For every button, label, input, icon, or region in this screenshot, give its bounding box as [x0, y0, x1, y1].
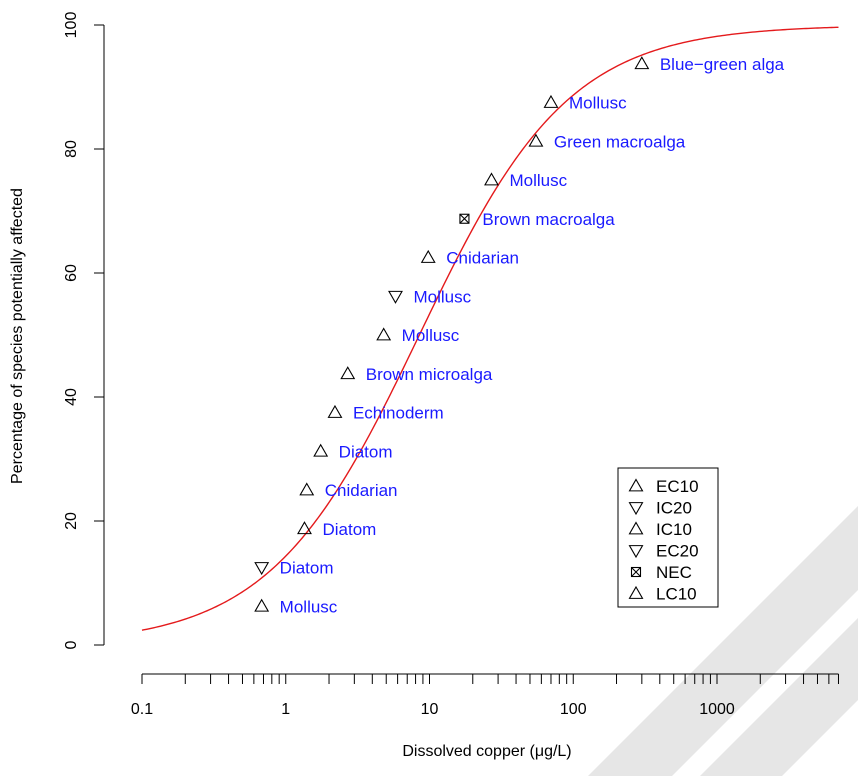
fitted-curve-line [141, 26, 839, 631]
data-point: Diatom [313, 442, 393, 461]
point-label: Diatom [339, 442, 393, 461]
point-label: Diatom [280, 559, 334, 578]
point-marker [484, 172, 499, 186]
legend-entry: EC20 [628, 542, 699, 561]
legend-entry-label: NEC [656, 563, 692, 582]
point-marker [299, 482, 315, 496]
marker-cross [459, 213, 470, 224]
y-tick-label: 20 [63, 512, 80, 530]
marker-cross [631, 567, 641, 577]
point-marker [543, 94, 559, 108]
y-tick-label: 100 [63, 12, 80, 39]
point-marker [634, 56, 650, 70]
legend-entry-label: IC20 [656, 499, 692, 518]
point-label: Mollusc [569, 94, 627, 113]
y-axis: 0 20 40 60 80 100 [63, 12, 105, 649]
point-marker [420, 249, 436, 263]
data-point: Blue−green alga [634, 55, 785, 74]
legend-entry: LC10 [628, 585, 697, 604]
point-label: Brown microalga [366, 365, 493, 384]
legend-marker [628, 545, 644, 559]
watermark-band [700, 618, 858, 776]
data-point: Mollusc [254, 597, 338, 616]
y-tick-label: 60 [63, 264, 80, 282]
point-label: Blue−green alga [660, 55, 785, 74]
y-tick-label: 80 [63, 140, 80, 158]
data-point: Diatom [297, 520, 376, 539]
x-tick-label: 1000 [699, 701, 735, 718]
point-label: Mollusc [510, 171, 568, 190]
point-marker [297, 521, 312, 535]
watermark-stroke [588, 506, 858, 776]
point-label: Green macroalga [554, 132, 686, 151]
point-label: Mollusc [413, 287, 471, 306]
data-point: Mollusc [376, 326, 460, 345]
legend: EC10 IC20 IC10 EC20 NEC LC10 [617, 467, 719, 608]
point-marker [313, 443, 329, 457]
data-point: Diatom [254, 559, 334, 578]
data-point: Mollusc [388, 287, 472, 306]
data-point: Cnidarian [420, 249, 519, 268]
legend-marker [628, 502, 644, 516]
legend-entry: IC20 [628, 499, 692, 518]
x-axis: 0.1 1 10 100 1000 [131, 673, 839, 718]
point-marker [528, 133, 544, 147]
x-tick-label: 10 [421, 701, 439, 718]
x-tick-label: 100 [560, 701, 587, 718]
y-axis-label: Percentage of species potentially affect… [9, 188, 26, 484]
point-label: Brown macroalga [482, 210, 615, 229]
marker-box [630, 566, 642, 578]
legend-marker [628, 521, 644, 535]
point-marker [376, 327, 392, 341]
legend-entry: NEC [630, 563, 692, 582]
data-point: Green macroalga [528, 132, 686, 151]
legend-entry: EC10 [628, 477, 699, 496]
point-label: Diatom [322, 520, 376, 539]
point-label: Cnidarian [325, 481, 398, 500]
point-label: Mollusc [402, 326, 460, 345]
point-marker [254, 562, 270, 576]
data-point: Mollusc [543, 94, 627, 113]
data-point: Echinoderm [327, 404, 444, 423]
data-point: Brown microalga [340, 365, 493, 384]
legend-entry-label: EC20 [656, 542, 699, 561]
legend-marker [628, 585, 644, 599]
x-tick-label: 1 [281, 701, 290, 718]
y-tick-label: 0 [63, 640, 80, 649]
legend-entry-label: EC10 [656, 477, 699, 496]
point-marker [327, 404, 343, 418]
legend-entry-label: LC10 [656, 585, 697, 604]
y-tick-label: 40 [63, 388, 80, 406]
point-marker [254, 598, 270, 612]
watermark-band [588, 506, 858, 776]
x-tick-label: 0.1 [131, 701, 153, 718]
x-axis-label: Dissolved copper (μg/L) [402, 743, 571, 760]
point-marker [459, 213, 470, 224]
fitted-curve [141, 26, 839, 631]
marker-box [459, 213, 470, 224]
data-point: Cnidarian [299, 481, 398, 500]
legend-entry-label: IC10 [656, 520, 692, 539]
point-label: Echinoderm [353, 404, 444, 423]
point-label: Mollusc [280, 597, 338, 616]
data-point: Mollusc [484, 171, 568, 190]
legend-marker [628, 478, 644, 492]
data-points: Mollusc Diatom Diatom Cnidarian Diatom Echino… [254, 55, 785, 616]
point-marker [340, 366, 356, 380]
data-point: Brown macroalga [459, 210, 615, 229]
point-marker [388, 290, 403, 304]
point-label: Cnidarian [446, 249, 519, 268]
legend-entry: IC10 [628, 520, 692, 539]
legend-marker [630, 566, 642, 578]
